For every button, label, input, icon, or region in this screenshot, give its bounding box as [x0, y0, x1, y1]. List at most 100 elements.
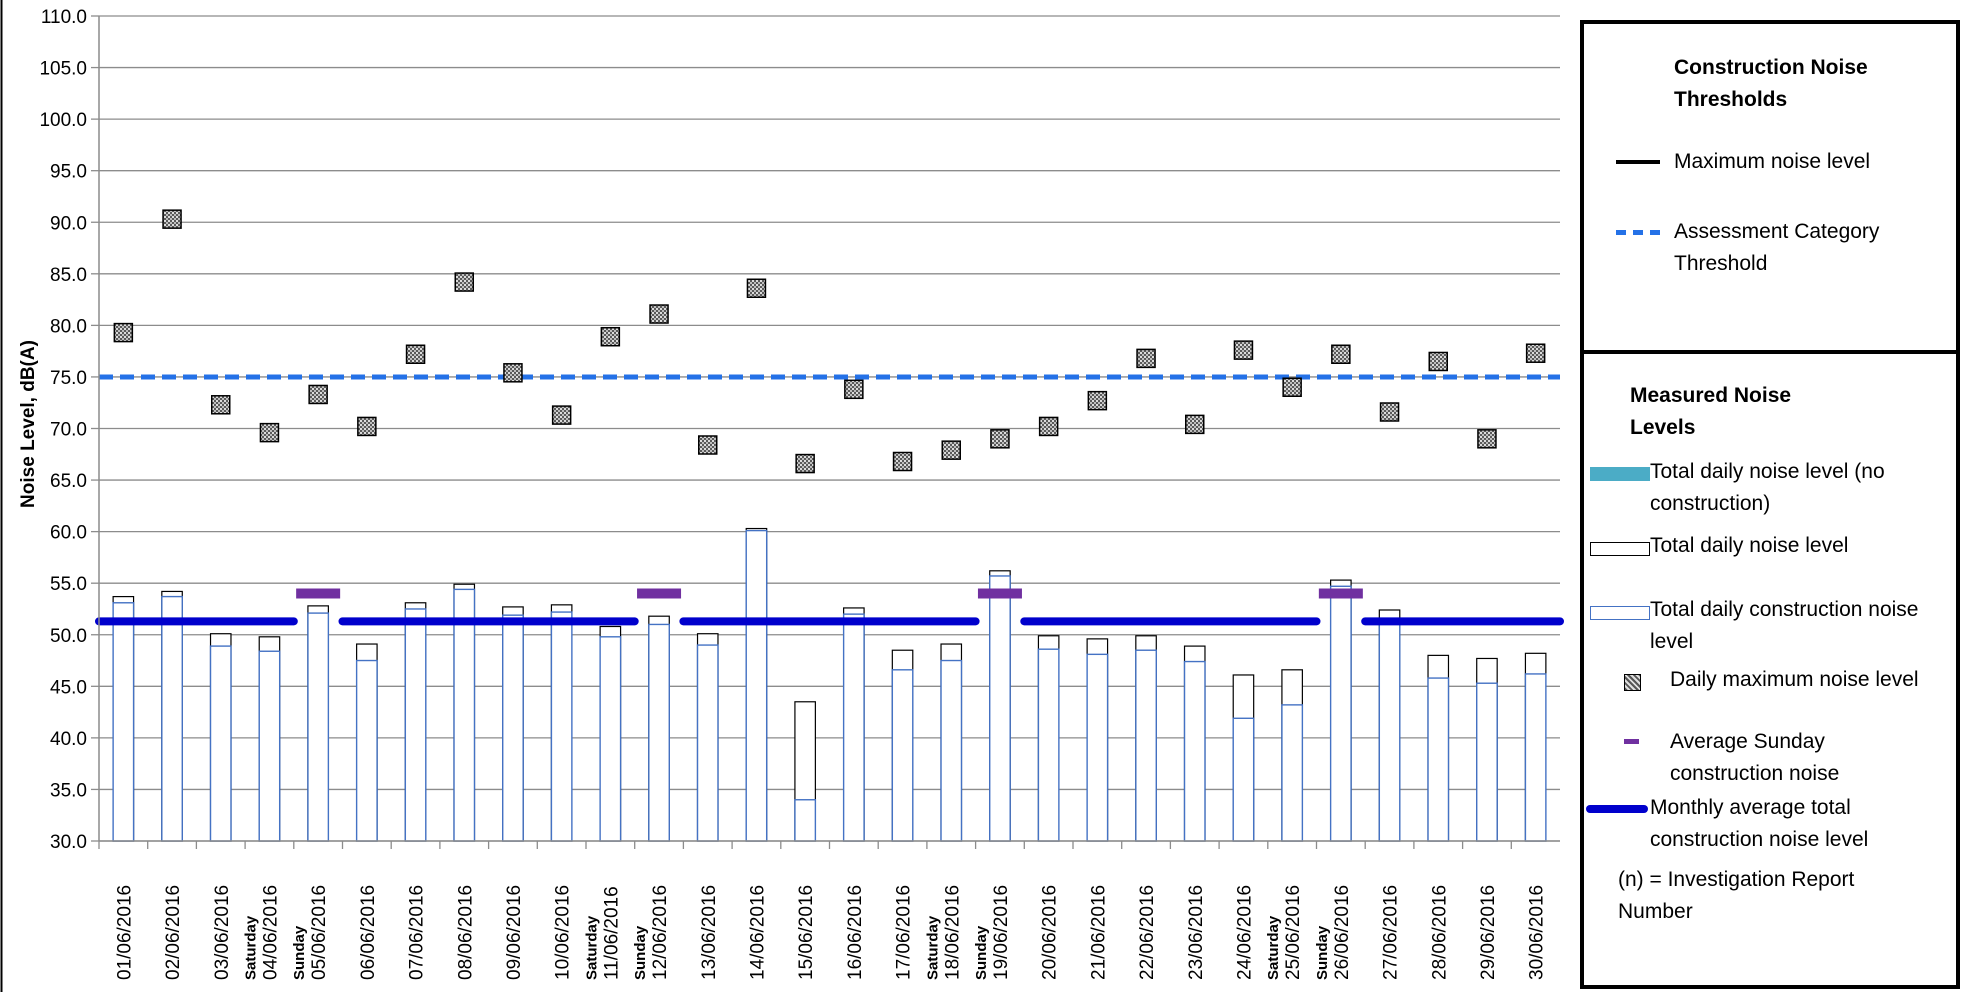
x-tick-label: 01/06/2016	[114, 885, 135, 980]
construction-noise-bar	[648, 623, 670, 842]
y-tick-label: 55.0	[50, 574, 87, 595]
y-tick-label: 70.0	[50, 420, 87, 441]
construction-noise-bar	[1135, 649, 1157, 842]
y-tick-label: 35.0	[50, 780, 87, 801]
max-noise-marker	[162, 209, 182, 229]
max-noise-marker	[600, 326, 621, 347]
x-tick-label: 25/06/2016	[1283, 885, 1304, 980]
day-tag-label: Saturday	[242, 915, 259, 980]
bars	[112, 527, 1547, 842]
legend-max-marker-label: Daily maximum noise level	[1670, 668, 1919, 691]
construction-noise-bar	[1232, 717, 1255, 842]
x-tick-label: 30/06/2016	[1527, 885, 1548, 980]
x-tick-label: 15/06/2016	[796, 885, 817, 980]
construction-noise-bar	[794, 799, 817, 842]
construction-noise-bar	[1183, 660, 1206, 842]
legend-monthly-label: Monthly average total construction noise…	[1650, 796, 1869, 851]
x-tick-label: 02/06/2016	[163, 885, 184, 980]
construction-noise-bar	[842, 613, 865, 842]
legend-investigation-label: (n) = Investigation Report Number	[1618, 868, 1855, 923]
x-tick-label: 28/06/2016	[1429, 885, 1450, 980]
x-tick-label: 26/06/2016	[1332, 885, 1353, 980]
max-noise-marker	[1379, 402, 1400, 422]
x-tick-label: 19/06/2016	[991, 885, 1012, 980]
construction-noise-bar	[1427, 677, 1450, 842]
x-tick-label: 07/06/2016	[407, 885, 428, 980]
construction-noise-bar	[209, 645, 232, 842]
y-tick-label: 95.0	[50, 162, 87, 183]
x-tick-label: 06/06/2016	[358, 885, 379, 980]
day-tag-label: Saturday	[1265, 915, 1282, 980]
legend-measured-title: Measured Noise Levels	[1630, 384, 1792, 439]
axes	[98, 16, 1560, 849]
construction-noise-bar	[1281, 704, 1304, 842]
max-noise-marker	[795, 453, 815, 474]
gridlines	[91, 15, 1560, 842]
legend-threshold-swatch	[1616, 230, 1660, 235]
max-noise-marker	[649, 304, 669, 324]
x-tick-label: 10/06/2016	[553, 885, 574, 980]
y-tick-label: 45.0	[50, 677, 87, 698]
max-noise-marker	[1331, 344, 1351, 364]
x-tick-label: 14/06/2016	[747, 885, 768, 980]
construction-noise-bar	[696, 644, 719, 842]
legend-thresholds-title: Construction Noise Thresholds	[1674, 56, 1868, 111]
legend-threshold-label: Assessment Category Threshold	[1674, 220, 1880, 275]
max-noise-marker	[1477, 429, 1497, 449]
x-tick-label: 04/06/2016	[260, 885, 281, 980]
day-tag-label: Sunday	[632, 925, 649, 980]
legend-total-noise-label: Total daily noise level	[1650, 534, 1849, 557]
y-tick-label: 65.0	[50, 471, 87, 492]
construction-noise-bar	[891, 669, 914, 842]
max-noise-marker	[259, 422, 280, 443]
x-tick-label: 11/06/2016	[601, 886, 622, 980]
max-noise-marker	[357, 416, 377, 437]
y-tick-label: 30.0	[50, 832, 87, 853]
day-tag-label: Sunday	[291, 925, 308, 980]
x-tick-label: 12/06/2016	[650, 885, 671, 980]
legend-sunday-label: Average Sunday construction noise	[1670, 730, 1840, 785]
sunday-average-mark	[637, 588, 682, 599]
x-axis-tick-labels: 01/06/2016 02/06/2016 03/06/2016 04/06/2016…	[114, 885, 1547, 980]
y-tick-label: 90.0	[50, 213, 87, 234]
max-noise-marker	[1525, 343, 1546, 363]
construction-noise-bar	[1037, 648, 1060, 842]
y-tick-label: 40.0	[50, 729, 87, 750]
construction-noise-bar	[258, 650, 281, 842]
x-tick-label: 23/06/2016	[1186, 885, 1207, 980]
sunday-average-mark	[977, 588, 1022, 599]
y-tick-label: 75.0	[50, 368, 87, 389]
average-lines	[95, 374, 1564, 626]
x-tick-label: 03/06/2016	[212, 885, 233, 980]
y-tick-label: 50.0	[50, 626, 87, 647]
construction-noise-bar	[112, 602, 135, 842]
x-tick-label: 17/06/2016	[894, 885, 915, 980]
x-tick-label: 05/06/2016	[309, 885, 330, 980]
x-tick-label: 08/06/2016	[455, 885, 476, 980]
max-noise-marker	[844, 379, 864, 400]
x-tick-label: 13/06/2016	[699, 885, 720, 980]
max-noise-marker	[892, 451, 913, 472]
day-tag-label: Saturday	[924, 915, 941, 980]
x-tick-label: 24/06/2016	[1234, 885, 1255, 980]
construction-noise-bar	[453, 588, 476, 842]
x-tick-label: 20/06/2016	[1040, 885, 1061, 980]
legend-max-noise-swatch	[1616, 160, 1660, 164]
y-tick-label: 100.0	[39, 110, 87, 131]
y-axis-tick-labels: 30.0 35.0 40.0 45.0 50.0 55.0 60.0 65.0 70.0 75.0…	[39, 7, 87, 853]
x-tick-label: 27/06/2016	[1381, 885, 1402, 980]
x-tick-label: 29/06/2016	[1478, 885, 1499, 980]
x-tick-label: 22/06/2016	[1137, 885, 1158, 980]
legend-sunday-swatch	[1624, 739, 1639, 744]
legend-construction-swatch	[1590, 606, 1650, 620]
legend-no-construction-label: Total daily noise level (no construction…	[1650, 460, 1885, 515]
y-tick-label: 80.0	[50, 316, 87, 337]
legend-monthly-swatch	[1586, 805, 1648, 813]
max-noise-marker	[454, 272, 474, 292]
max-noise-marker	[1136, 348, 1156, 369]
y-axis-title: Noise Level, dB(A)	[18, 340, 39, 508]
max-noise-marker	[405, 344, 426, 364]
construction-noise-bar	[989, 575, 1011, 842]
y-tick-label: 105.0	[39, 59, 87, 80]
construction-noise-bar	[940, 659, 963, 842]
